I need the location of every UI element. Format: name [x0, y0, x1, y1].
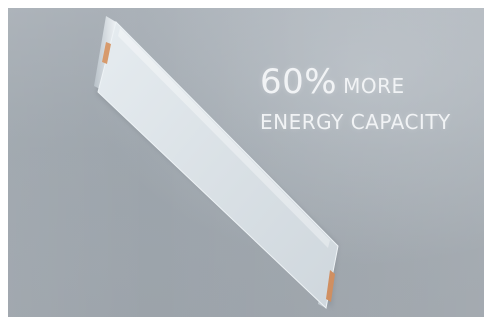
- cell-highlight: [118, 28, 330, 248]
- headline-percent: 60%: [260, 62, 338, 102]
- cell-tab-top: [102, 42, 111, 64]
- headline-more: MORE: [343, 74, 405, 98]
- headline-line2: ENERGY CAPACITY: [260, 110, 451, 134]
- cell-face: [97, 21, 339, 309]
- battery-cell: [94, 16, 339, 309]
- cell-tab-bottom: [326, 270, 335, 302]
- headline-line1: 60% MORE: [260, 62, 480, 108]
- headline: 60% MORE ENERGY CAPACITY: [260, 62, 480, 136]
- scene-background: 60% MORE ENERGY CAPACITY: [8, 8, 484, 317]
